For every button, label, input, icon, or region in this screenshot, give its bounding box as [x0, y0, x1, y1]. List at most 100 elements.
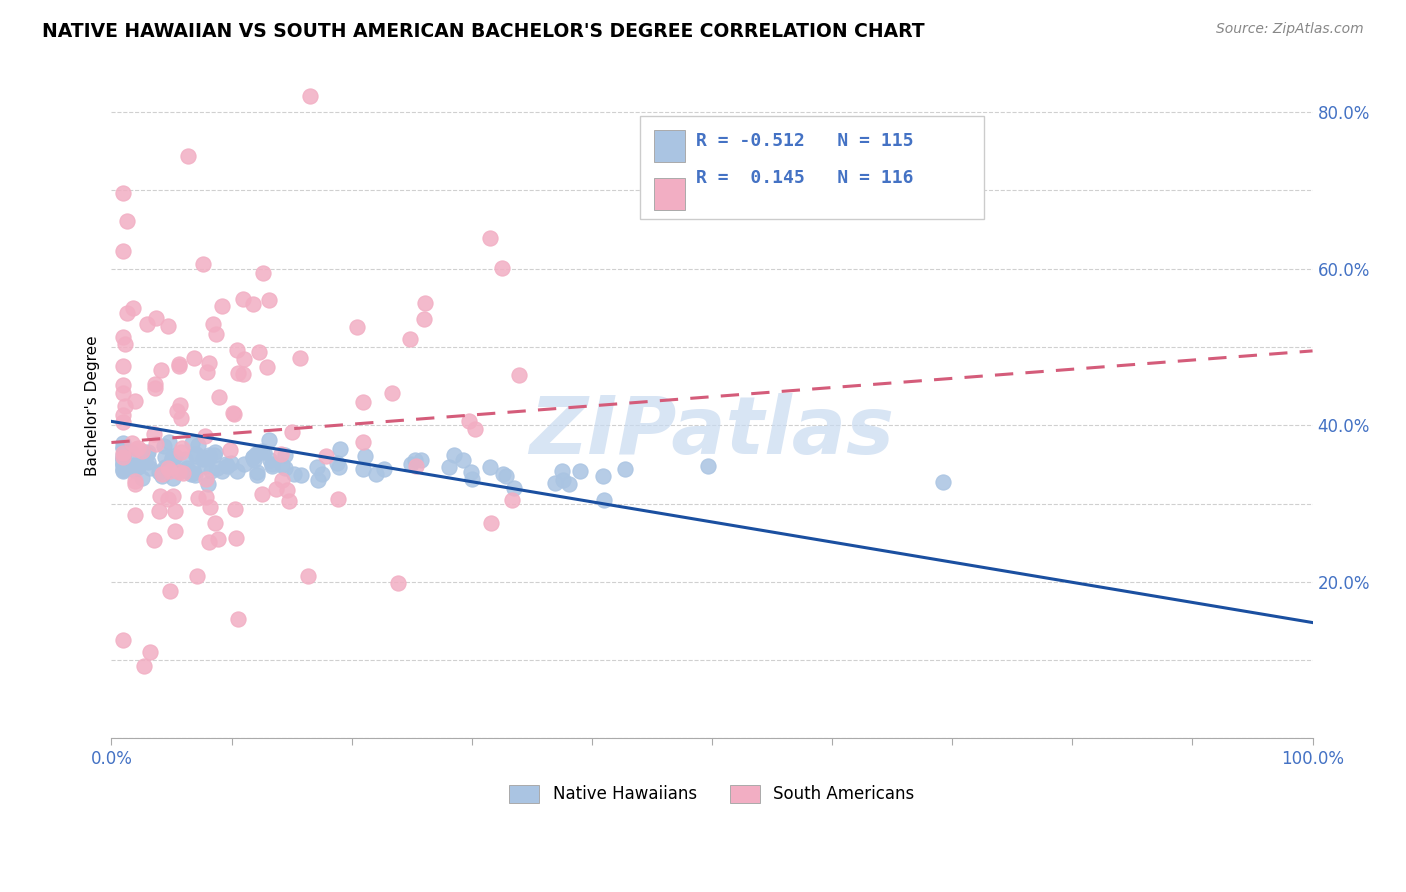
Point: [491, 260, 513, 275]
Point: [181, 467, 204, 481]
Point: [290, 468, 312, 483]
Point: [112, 463, 135, 477]
Point: [224, 407, 246, 421]
Point: [260, 457, 283, 471]
Point: [143, 377, 166, 392]
Point: [112, 458, 135, 472]
Point: [328, 460, 350, 475]
Point: [326, 492, 349, 507]
Point: [124, 474, 146, 488]
Point: [592, 468, 614, 483]
Point: [169, 444, 191, 458]
Point: [413, 312, 436, 326]
Point: [139, 645, 162, 659]
Point: [281, 425, 304, 440]
Point: [247, 445, 270, 459]
Point: [114, 399, 136, 413]
Point: [202, 448, 225, 462]
Point: [495, 469, 517, 483]
Point: [194, 429, 217, 443]
Point: [352, 462, 374, 476]
Point: [124, 393, 146, 408]
Point: [259, 453, 281, 467]
Point: [167, 359, 190, 373]
Point: [246, 467, 269, 482]
Point: [271, 458, 294, 473]
Point: [479, 231, 502, 245]
Point: [159, 584, 181, 599]
Point: [187, 491, 209, 505]
Point: [252, 444, 274, 458]
Point: [262, 458, 284, 473]
Point: [112, 441, 135, 455]
Point: [174, 451, 197, 466]
Point: [256, 359, 278, 374]
Point: [207, 532, 229, 546]
Point: [125, 442, 148, 456]
Point: [112, 446, 135, 460]
Point: [461, 472, 484, 486]
Point: [193, 450, 215, 465]
Point: [186, 449, 208, 463]
Point: [226, 343, 249, 357]
Point: [131, 470, 153, 484]
Point: [156, 461, 179, 475]
Point: [112, 385, 135, 400]
Point: [250, 486, 273, 500]
Point: [315, 449, 337, 463]
Point: [208, 390, 231, 404]
Point: [354, 449, 377, 463]
Point: [297, 568, 319, 582]
Point: [112, 378, 135, 392]
Point: [404, 453, 426, 467]
Point: [405, 458, 427, 473]
Point: [211, 464, 233, 478]
Point: [553, 474, 575, 488]
Point: [198, 535, 221, 549]
Point: [112, 450, 135, 464]
Point: [156, 460, 179, 475]
Point: [163, 449, 186, 463]
Point: [124, 476, 146, 491]
Point: [142, 533, 165, 548]
Point: [134, 454, 156, 468]
Point: [136, 317, 159, 331]
Point: [207, 461, 229, 475]
Point: [191, 451, 214, 466]
Point: [443, 448, 465, 462]
Point: [399, 332, 422, 346]
Point: [558, 477, 581, 491]
Point: [143, 381, 166, 395]
Point: [112, 457, 135, 471]
Point: [112, 461, 135, 475]
Point: [138, 454, 160, 468]
Y-axis label: Bachelor's Degree: Bachelor's Degree: [86, 335, 100, 476]
Point: [226, 612, 249, 626]
Point: [112, 359, 135, 373]
Point: [112, 448, 135, 462]
Point: [150, 467, 173, 481]
Point: [569, 464, 592, 478]
Point: [166, 404, 188, 418]
Point: [112, 244, 135, 258]
Point: [115, 306, 138, 320]
Point: [492, 467, 515, 482]
Point: [173, 463, 195, 477]
Point: [112, 441, 135, 455]
Point: [242, 297, 264, 311]
Point: [114, 456, 136, 470]
Point: [479, 516, 502, 531]
Point: [156, 491, 179, 506]
Point: [112, 408, 135, 422]
Text: R =  0.145   N = 116: R = 0.145 N = 116: [696, 169, 914, 187]
Point: [186, 448, 208, 462]
Text: NATIVE HAWAIIAN VS SOUTH AMERICAN BACHELOR'S DEGREE CORRELATION CHART: NATIVE HAWAIIAN VS SOUTH AMERICAN BACHEL…: [42, 22, 925, 41]
Point: [184, 468, 207, 483]
Point: [373, 462, 395, 476]
Point: [696, 459, 718, 474]
Point: [217, 458, 239, 473]
Point: [225, 531, 247, 545]
Point: [121, 436, 143, 450]
Point: [112, 633, 135, 648]
Point: [242, 450, 264, 465]
